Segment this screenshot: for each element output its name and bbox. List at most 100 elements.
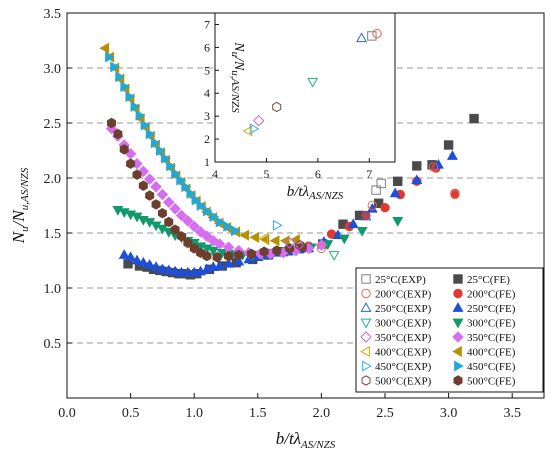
data-point	[143, 173, 156, 185]
data-point	[105, 51, 115, 63]
legend-entry: 300°C(EXP)	[360, 318, 432, 330]
y-tick-label: 2.0	[44, 172, 62, 187]
data-point	[315, 239, 328, 251]
legend-label: 500°C(FE)	[467, 376, 516, 388]
data-point	[120, 81, 131, 93]
data-point	[176, 174, 187, 186]
legend-marker	[360, 318, 372, 329]
inset-y-tick-label: 3	[204, 109, 210, 123]
legend-entry: 400°C(FE)	[452, 346, 516, 359]
series-400-c-exp-	[258, 233, 269, 244]
data-point	[223, 220, 234, 232]
data-point	[373, 198, 384, 209]
data-point	[156, 188, 169, 201]
series-300-c-exp-	[328, 251, 340, 261]
data-point	[360, 210, 372, 221]
data-point	[446, 150, 458, 160]
data-point	[132, 169, 142, 180]
inset-y-tick-label: 7	[204, 17, 210, 31]
legend-entry: 250°C(EXP)	[360, 302, 432, 315]
data-point	[171, 168, 181, 180]
y-tick-label: 3.5	[44, 7, 62, 22]
data-point	[105, 122, 118, 135]
inset-data-point	[356, 32, 368, 43]
data-point	[166, 160, 176, 172]
legend-marker	[360, 346, 370, 357]
legend-marker	[360, 302, 372, 312]
legend-label: 300°C(FE)	[467, 318, 516, 330]
data-point	[272, 245, 282, 256]
x-axis-label: b/tλAS/NZS	[276, 429, 336, 451]
legend-label: 250°C(FE)	[467, 303, 516, 315]
data-point	[182, 266, 194, 277]
data-point	[207, 246, 219, 257]
data-point	[347, 218, 359, 229]
data-point	[186, 187, 197, 199]
legend-marker	[362, 360, 372, 372]
data-point	[135, 109, 146, 121]
legend-entry: 450°C(FE)	[454, 360, 516, 373]
legend-marker	[452, 302, 464, 312]
data-point	[213, 238, 226, 250]
inset-data-point	[372, 28, 382, 39]
data-point	[170, 224, 180, 235]
inset-data-point	[367, 31, 377, 41]
inset-y-tick-label: 4	[204, 86, 210, 100]
inset-x-tick-label: 7	[366, 167, 372, 181]
inset-x-tick-label: 6	[315, 167, 321, 181]
data-point	[115, 71, 125, 83]
legend-marker	[452, 318, 464, 329]
data-point	[231, 225, 241, 237]
data-point	[316, 243, 327, 254]
data-point	[269, 235, 280, 247]
y-tick-label: 3.0	[44, 62, 62, 77]
inset-data-point	[249, 123, 260, 135]
data-point	[176, 231, 186, 242]
series-200-c-exp-	[316, 162, 460, 254]
x-tick-label: 0.5	[122, 406, 140, 421]
legend-entry: 25°C(EXP)	[361, 274, 426, 286]
inset-y-tick-label: 2	[204, 132, 210, 146]
data-point	[175, 209, 188, 222]
data-point	[150, 261, 162, 271]
data-point	[212, 252, 222, 263]
x-tick-label: 1.5	[249, 406, 267, 421]
data-point	[169, 265, 181, 276]
data-point	[144, 259, 156, 269]
data-point	[164, 216, 174, 228]
legend-label: 200°C(EXP)	[375, 289, 432, 301]
y-tick-label: 2.5	[44, 117, 62, 132]
inset-x-tick-label: 5	[263, 167, 269, 181]
data-point	[188, 220, 200, 233]
x-tick-label: 2.0	[313, 406, 331, 421]
data-point	[169, 203, 181, 215]
x-tick-label: 1.0	[185, 406, 203, 421]
data-point	[367, 200, 377, 211]
legend-entry: 350°C(FE)	[452, 331, 516, 344]
data-point	[393, 176, 403, 187]
data-point	[145, 190, 155, 201]
data-point	[156, 145, 166, 156]
legend-label: 400°C(EXP)	[375, 347, 432, 359]
data-point	[392, 217, 404, 227]
legend-entry: 25°C(FE)	[453, 274, 510, 286]
legend-entry: 200°C(EXP)	[361, 289, 432, 301]
data-point	[328, 251, 340, 261]
data-point	[214, 260, 226, 270]
data-point	[137, 256, 149, 267]
data-point	[131, 254, 143, 265]
legend-label: 450°C(EXP)	[375, 361, 432, 373]
legend-marker	[453, 375, 463, 386]
data-point	[258, 233, 269, 244]
series-250-c-exp-	[360, 210, 372, 221]
data-point	[209, 211, 220, 222]
data-point	[107, 117, 117, 129]
data-point	[338, 234, 350, 245]
legend-entry: 350°C(EXP)	[360, 331, 432, 344]
data-point	[119, 144, 129, 155]
inset-data-point	[307, 77, 319, 88]
data-point	[234, 249, 244, 261]
legend-label: 200°C(FE)	[467, 289, 516, 301]
data-point	[233, 255, 245, 266]
data-point	[150, 181, 162, 193]
